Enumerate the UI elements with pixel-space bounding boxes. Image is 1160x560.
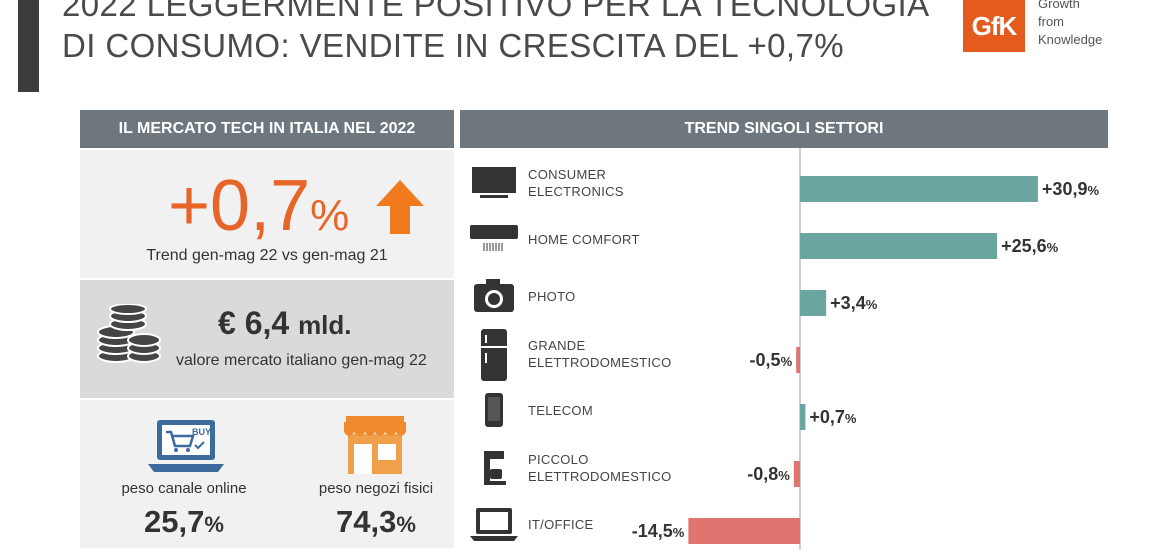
store-channel-unit: % — [396, 512, 416, 537]
left-panel-heading: IL MERCATO TECH IN ITALIA NEL 2022 — [80, 110, 454, 148]
value-label-number: +30,9 — [1042, 179, 1088, 199]
title-line-2: DI CONSUMO: VENDITE IN CRESCITA DEL +0,7… — [62, 27, 844, 64]
growth-number: +0,7 — [168, 166, 311, 246]
title-line-1: 2022 LEGGERMENTE POSITIVO PER LA TECNOLO… — [62, 0, 930, 23]
sector-trend-chart: CONSUMER ELECTRONICS +30,9% HOME COMFORT +25… — [470, 148, 1099, 550]
laptop-cart-icon: BUY — [148, 420, 224, 472]
svg-text:BUY: BUY — [192, 427, 211, 437]
sector-label-line: PICCOLO — [528, 452, 589, 467]
bar — [796, 347, 800, 373]
value-label-number: +3,4 — [830, 293, 866, 313]
fridge-icon — [481, 329, 507, 381]
value-label: +0,7% — [809, 407, 857, 427]
page-title: 2022 LEGGERMENTE POSITIVO PER LA TECNOLO… — [62, 0, 962, 66]
bar — [800, 290, 827, 316]
sector-label-line: TELECOM — [528, 403, 593, 418]
sector-label-line: ELETTRODOMESTICO — [528, 355, 671, 370]
value-label-unit: % — [866, 297, 878, 312]
sector-row: HOME COMFORT +25,6% — [470, 225, 1059, 259]
value-label-number: +0,7 — [809, 407, 845, 427]
value-label: -0,5% — [750, 350, 793, 370]
value-label-unit: % — [1047, 240, 1059, 255]
bar — [793, 461, 800, 487]
online-channel-unit: % — [204, 512, 224, 537]
sector-label-line: HOME COMFORT — [528, 232, 640, 247]
tv-icon — [472, 167, 516, 198]
sector-label: PHOTO — [528, 289, 576, 304]
market-value-unit: mld. — [298, 310, 352, 340]
market-value-number: € 6,4 — [218, 305, 290, 341]
title-accent-bar — [18, 0, 39, 92]
left-panel-heading-text: IL MERCATO TECH IN ITALIA NEL 2022 — [118, 120, 416, 137]
value-label: +30,9% — [1042, 179, 1100, 199]
camera-icon — [474, 279, 514, 312]
sector-label: GRANDE ELETTRODOMESTICO — [528, 338, 671, 370]
logo-tagline: Growth from Knowledge — [1038, 0, 1102, 49]
market-value: € 6,4 mld. — [218, 305, 352, 342]
online-channel-number: 25,7 — [144, 504, 205, 539]
bar — [800, 404, 806, 430]
market-caption: valore mercato italiano gen-mag 22 — [176, 352, 427, 369]
smartphone-icon — [485, 393, 503, 427]
air-conditioner-icon — [470, 225, 518, 251]
value-label: +25,6% — [1001, 236, 1059, 256]
bar — [800, 233, 998, 259]
sector-label: TELECOM — [528, 403, 593, 418]
value-label-number: -0,5 — [750, 350, 781, 370]
value-label-unit: % — [673, 525, 685, 540]
tagline-line-3: Knowledge — [1038, 32, 1103, 47]
sector-label-line: ELETTRODOMESTICO — [528, 469, 671, 484]
value-label-unit: % — [781, 354, 793, 369]
growth-unit: % — [310, 191, 350, 240]
sector-label: HOME COMFORT — [528, 232, 640, 247]
value-label-unit: % — [845, 411, 857, 426]
value-label: -0,8% — [747, 464, 790, 484]
chart-heading: TREND SINGOLI SETTORI — [460, 110, 1108, 148]
growth-value: +0,7% — [168, 168, 349, 254]
gfk-logo: GfK — [963, 0, 1025, 52]
sector-row: PHOTO +3,4% — [474, 279, 878, 316]
coins-icon — [97, 304, 161, 363]
arrow-up-icon — [376, 180, 424, 234]
sector-row: GRANDE ELETTRODOMESTICO -0,5% — [481, 329, 800, 381]
store-icon — [344, 416, 406, 474]
store-channel-label: peso negozi fisici — [318, 480, 434, 497]
sector-label-line: PHOTO — [528, 289, 576, 304]
store-channel-value: 74,3% — [296, 504, 456, 540]
sector-label: CONSUMER ELECTRONICS — [528, 167, 624, 199]
value-label-unit: % — [1087, 183, 1099, 198]
value-label: +3,4% — [830, 293, 878, 313]
sector-row: PICCOLO ELETTRODOMESTICO -0,8% — [484, 451, 800, 487]
tagline-line-1: Growth — [1038, 0, 1080, 11]
sector-label-line: CONSUMER — [528, 167, 606, 182]
online-channel-label: peso canale online — [121, 480, 247, 497]
value-label-number: -14,5 — [632, 521, 673, 541]
value-label-unit: % — [778, 468, 790, 483]
chart-title: TREND SINGOLI SETTORI — [684, 120, 884, 137]
coffee-machine-icon — [484, 451, 506, 485]
laptop-icon — [470, 508, 518, 541]
sector-label: IT/OFFICE — [528, 517, 594, 532]
sector-row: IT/OFFICE -14,5% — [470, 508, 800, 544]
store-channel-number: 74,3 — [336, 504, 397, 539]
sector-label-line: GRANDE — [528, 338, 585, 353]
sector-row: TELECOM +0,7% — [485, 393, 857, 430]
bar — [800, 176, 1038, 202]
logo-text: GfK — [971, 10, 1018, 41]
sector-row: CONSUMER ELECTRONICS +30,9% — [472, 167, 1099, 202]
value-label: -14,5% — [632, 521, 685, 541]
value-label-number: -0,8 — [747, 464, 778, 484]
growth-caption: Trend gen-mag 22 vs gen-mag 21 — [146, 247, 388, 264]
sector-label: PICCOLO ELETTRODOMESTICO — [528, 452, 671, 484]
sector-label-line: IT/OFFICE — [528, 517, 594, 532]
tagline-line-2: from — [1038, 14, 1064, 29]
sector-label-line: ELECTRONICS — [528, 184, 624, 199]
value-label-number: +25,6 — [1001, 236, 1047, 256]
online-channel-value: 25,7% — [104, 504, 264, 540]
bar — [688, 518, 800, 544]
